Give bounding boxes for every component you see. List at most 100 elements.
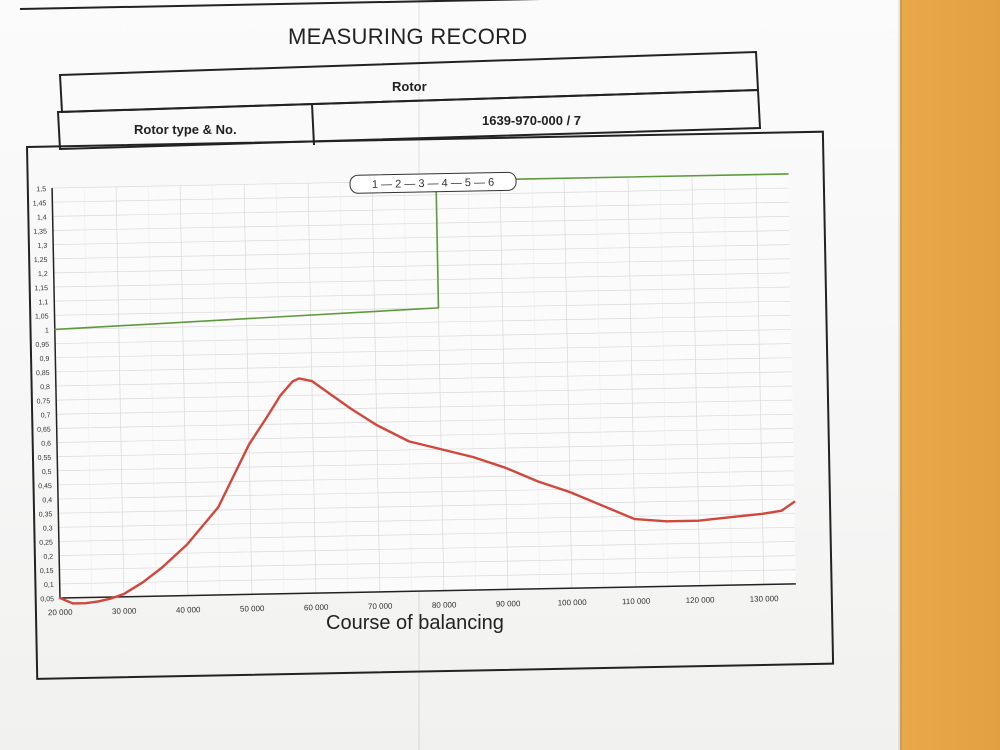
x-tick-label: 90 000 (496, 599, 521, 608)
y-tick-label: 0,75 (37, 398, 51, 405)
y-gridline (55, 357, 792, 373)
y-tick-label: 0,25 (39, 540, 53, 547)
y-tick-label: 0,05 (40, 596, 54, 603)
page-title: MEASURING RECORD (288, 24, 528, 49)
y-gridline (58, 484, 794, 500)
x-gridline (691, 175, 701, 586)
y-gridline (57, 456, 794, 472)
y-tick-label: 1,35 (33, 229, 47, 236)
y-tick-label: 0,5 (42, 469, 52, 476)
y-tick-label: 1,25 (34, 257, 48, 264)
y-tick-label: 1 (45, 328, 49, 335)
y-gridline (54, 314, 791, 330)
x-tick-label: 80 000 (432, 600, 457, 609)
row-divider (311, 103, 315, 146)
y-tick-label: 0,4 (42, 497, 52, 504)
y-tick-label: 0,15 (40, 568, 54, 575)
y-gridline (59, 569, 796, 585)
y-gridline (57, 442, 794, 457)
x-minor-gridline (275, 183, 285, 594)
y-gridline (59, 541, 796, 556)
x-tick-label: 70 000 (368, 602, 393, 611)
x-tick-label: 110 000 (622, 597, 651, 607)
x-gridline (179, 185, 189, 596)
y-tick-label: 0,65 (37, 426, 51, 433)
y-tick-label: 0,9 (40, 356, 50, 363)
x-gridline (115, 186, 125, 597)
y-gridline (57, 470, 794, 486)
x-minor-gridline (83, 187, 93, 598)
y-gridline (53, 272, 790, 288)
x-minor-gridline (403, 181, 413, 592)
x-tick-label: 60 000 (304, 603, 329, 612)
x-tick-label: 100 000 (558, 598, 588, 608)
y-tick-label: 0,95 (35, 342, 49, 349)
y-gridline (56, 428, 793, 443)
y-gridline (58, 526, 795, 542)
x-minor-gridline (211, 184, 221, 595)
y-tick-label: 0,45 (38, 483, 52, 490)
y-gridline (52, 187, 789, 203)
paper-edge (898, 0, 902, 750)
y-tick-label: 0,35 (39, 511, 53, 518)
y-tick-label: 1,05 (35, 313, 49, 320)
x-minor-gridline (339, 182, 349, 593)
y-gridline (58, 498, 795, 514)
x-axis-label: Course of balancing (326, 612, 504, 634)
y-gridline (52, 201, 789, 217)
x-minor-gridline (467, 180, 477, 591)
x-gridline (499, 179, 509, 590)
y-gridline (56, 385, 793, 401)
legend-box (349, 171, 517, 194)
y-gridline (56, 399, 793, 415)
y-tick-label: 1,5 (36, 186, 46, 193)
y-tick-label: 1,4 (37, 214, 47, 221)
y-tick-label: 0,1 (44, 582, 54, 589)
x-minor-gridline (595, 177, 605, 588)
y-gridline (58, 512, 795, 528)
x-tick-label: 40 000 (176, 605, 201, 614)
y-gridline (55, 329, 791, 344)
y-tick-label: 1,15 (34, 285, 48, 292)
x-gridline (371, 181, 381, 592)
y-gridline (53, 244, 790, 260)
y-axis (51, 188, 61, 599)
y-tick-label: 1,1 (38, 299, 48, 306)
x-gridline (243, 184, 253, 595)
rotor-type-label: Rotor type & No. (134, 122, 237, 137)
x-gridline (307, 183, 317, 594)
plot-area (52, 173, 796, 599)
rotor-type-row-box (56, 88, 762, 151)
x-minor-gridline (531, 178, 541, 589)
y-gridline (52, 216, 789, 231)
y-tick-label: 1,3 (37, 243, 47, 250)
legend-text: 1 — 2 — 3 — 4 — 5 — 6 (372, 177, 494, 191)
x-tick-label: 130 000 (750, 594, 780, 604)
y-tick-label: 0,8 (40, 384, 50, 391)
y-tick-label: 0,7 (41, 412, 51, 419)
y-tick-label: 1,2 (38, 271, 48, 278)
y-tick-label: 0,55 (38, 455, 52, 462)
y-gridline (55, 343, 792, 359)
x-tick-label: 120 000 (686, 595, 716, 605)
rotor-type-value: 1639-970-000 / 7 (482, 113, 582, 128)
header-table (56, 50, 762, 151)
x-minor-gridline (659, 176, 669, 587)
y-gridline (59, 555, 796, 571)
y-gridline (53, 258, 790, 274)
y-tick-label: 1,45 (33, 200, 47, 207)
y-tick-label: 0,3 (43, 525, 53, 532)
x-minor-gridline (147, 186, 157, 597)
x-gridline (755, 174, 765, 585)
x-axis (59, 583, 796, 599)
y-tick-label: 0,85 (36, 370, 50, 377)
series-line-1 (58, 377, 796, 605)
rotor-header: Rotor (392, 79, 427, 94)
x-tick-label: 20 000 (48, 608, 73, 617)
y-gridline (53, 230, 790, 245)
y-gridline (55, 371, 792, 387)
x-gridline (563, 178, 573, 589)
y-tick-label: 0,2 (43, 554, 53, 561)
y-gridline (54, 286, 791, 302)
